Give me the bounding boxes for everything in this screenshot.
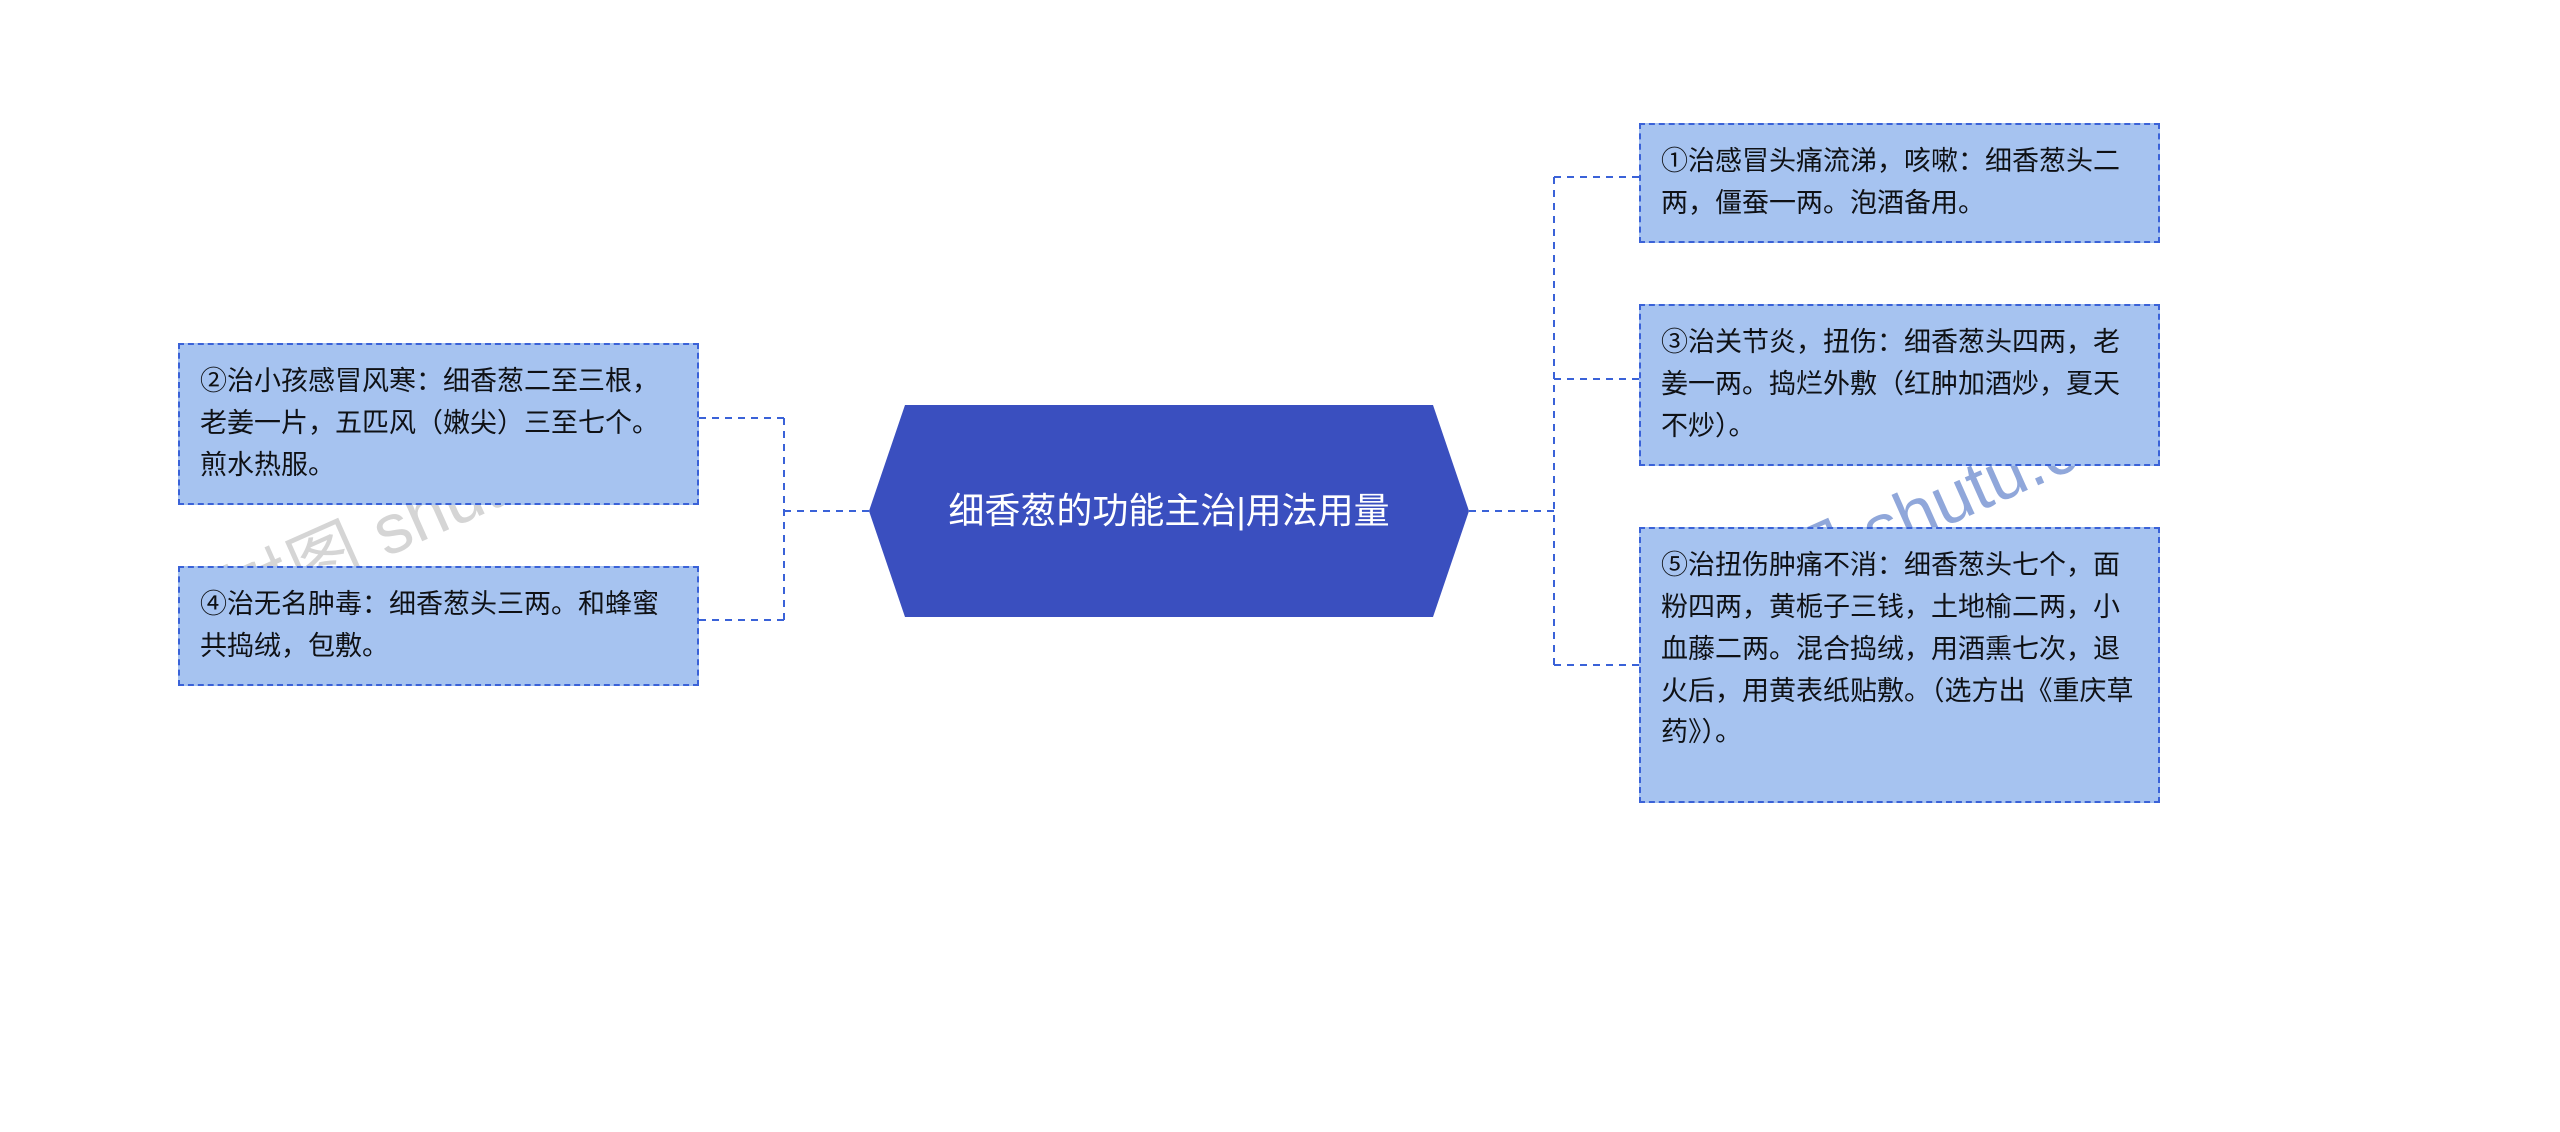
leaf-text: ②治小孩感冒风寒：细香葱二至三根，老姜一片，五匹风（嫩尖）三至七个。煎水热服。 <box>200 361 677 487</box>
leaf-node-r1: ①治感冒头痛流涕，咳嗽：细香葱头二两，僵蚕一两。泡酒备用。 <box>1639 123 2160 243</box>
leaf-text: ③治关节炎，扭伤：细香葱头四两，老姜一两。捣烂外敷（红肿加酒炒，夏天不炒）。 <box>1661 322 2138 448</box>
center-node: 细香葱的功能主治|用法用量 <box>869 405 1469 617</box>
leaf-text: ⑤治扭伤肿痛不消：细香葱头七个，面粉四两，黄栀子三钱，土地榆二两，小血藤二两。混… <box>1661 545 2138 754</box>
leaf-node-l2: ②治小孩感冒风寒：细香葱二至三根，老姜一片，五匹风（嫩尖）三至七个。煎水热服。 <box>178 343 699 505</box>
mindmap-canvas: 树图 shutu.cn树图 shutu.cn 细香葱的功能主治|用法用量 ②治小… <box>0 0 2560 1132</box>
leaf-text: ①治感冒头痛流涕，咳嗽：细香葱头二两，僵蚕一两。泡酒备用。 <box>1661 141 2138 225</box>
center-node-label: 细香葱的功能主治|用法用量 <box>948 484 1389 538</box>
leaf-node-r5: ⑤治扭伤肿痛不消：细香葱头七个，面粉四两，黄栀子三钱，土地榆二两，小血藤二两。混… <box>1639 527 2160 803</box>
leaf-node-r3: ③治关节炎，扭伤：细香葱头四两，老姜一两。捣烂外敷（红肿加酒炒，夏天不炒）。 <box>1639 304 2160 466</box>
leaf-node-l4: ④治无名肿毒：细香葱头三两。和蜂蜜共捣绒，包敷。 <box>178 566 699 686</box>
leaf-text: ④治无名肿毒：细香葱头三两。和蜂蜜共捣绒，包敷。 <box>200 584 677 668</box>
